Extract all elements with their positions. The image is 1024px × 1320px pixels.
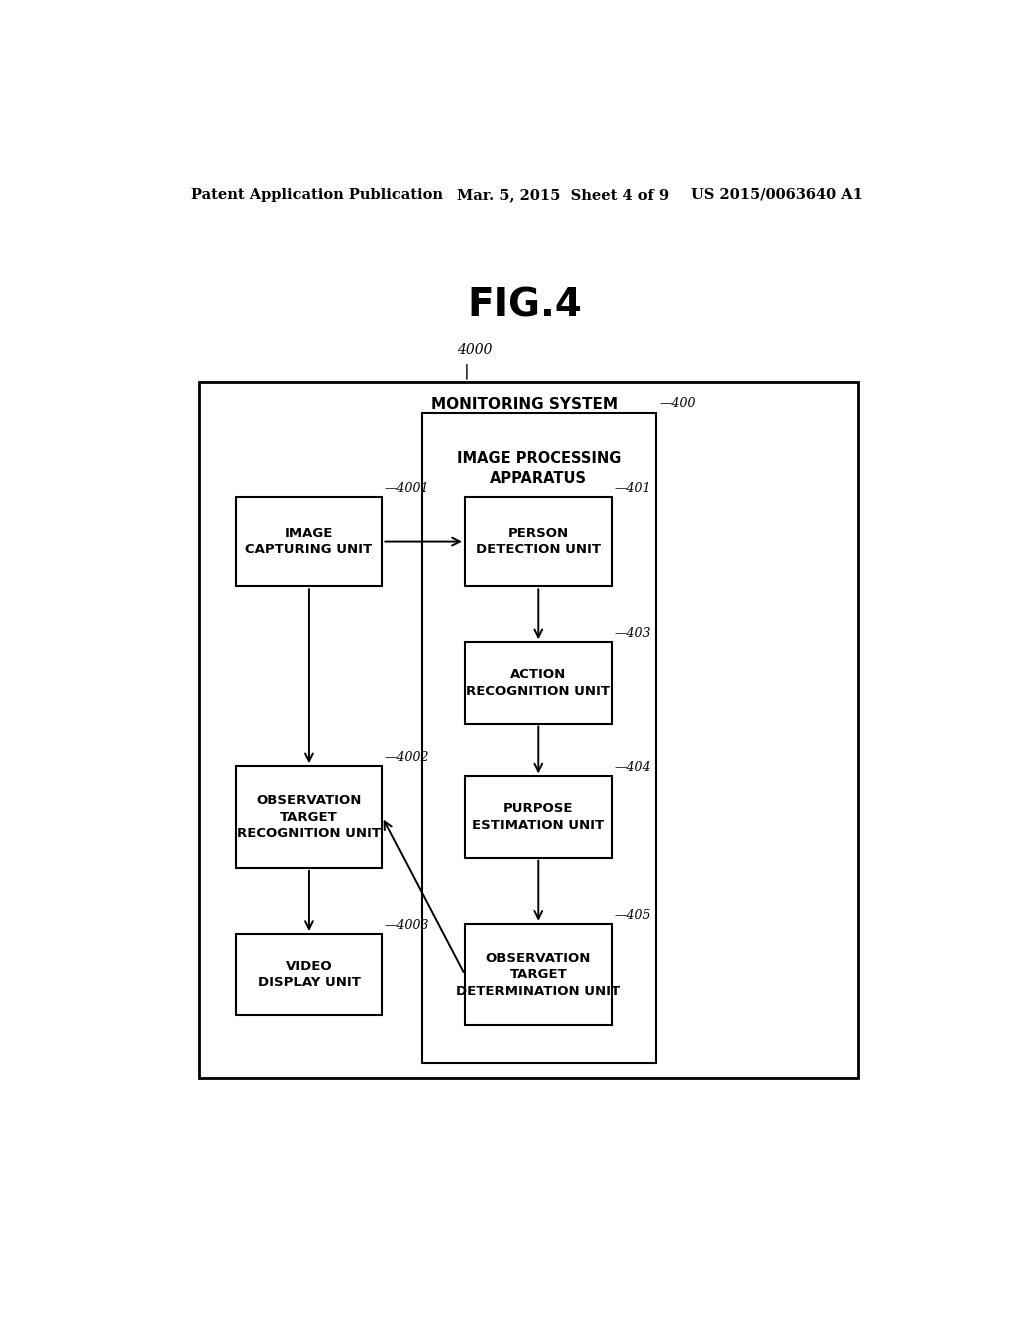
Text: 4000: 4000 bbox=[458, 343, 493, 356]
FancyBboxPatch shape bbox=[422, 412, 655, 1063]
Text: OBSERVATION
TARGET
DETERMINATION UNIT: OBSERVATION TARGET DETERMINATION UNIT bbox=[457, 952, 621, 998]
Text: —401: —401 bbox=[614, 482, 650, 495]
Text: —4002: —4002 bbox=[385, 751, 429, 764]
Text: Patent Application Publication: Patent Application Publication bbox=[191, 187, 443, 202]
Text: MONITORING SYSTEM: MONITORING SYSTEM bbox=[431, 397, 618, 412]
Text: ACTION
RECOGNITION UNIT: ACTION RECOGNITION UNIT bbox=[466, 668, 610, 697]
Text: IMAGE
CAPTURING UNIT: IMAGE CAPTURING UNIT bbox=[246, 527, 373, 556]
FancyBboxPatch shape bbox=[236, 766, 382, 867]
Text: PURPOSE
ESTIMATION UNIT: PURPOSE ESTIMATION UNIT bbox=[472, 803, 604, 832]
Text: IMAGE PROCESSING
APPARATUS: IMAGE PROCESSING APPARATUS bbox=[457, 451, 621, 486]
FancyBboxPatch shape bbox=[236, 496, 382, 586]
Text: FIG.4: FIG.4 bbox=[467, 286, 583, 325]
FancyBboxPatch shape bbox=[465, 496, 611, 586]
FancyBboxPatch shape bbox=[236, 935, 382, 1015]
Text: —405: —405 bbox=[614, 908, 650, 921]
Text: —4003: —4003 bbox=[385, 919, 429, 932]
Text: Mar. 5, 2015  Sheet 4 of 9: Mar. 5, 2015 Sheet 4 of 9 bbox=[458, 187, 670, 202]
Text: —4001: —4001 bbox=[385, 482, 429, 495]
Text: US 2015/0063640 A1: US 2015/0063640 A1 bbox=[691, 187, 863, 202]
Text: —403: —403 bbox=[614, 627, 650, 640]
FancyBboxPatch shape bbox=[200, 381, 858, 1078]
Text: OBSERVATION
TARGET
RECOGNITION UNIT: OBSERVATION TARGET RECOGNITION UNIT bbox=[237, 795, 381, 840]
Text: PERSON
DETECTION UNIT: PERSON DETECTION UNIT bbox=[476, 527, 601, 556]
Text: —404: —404 bbox=[614, 762, 650, 775]
Text: —400: —400 bbox=[659, 397, 696, 411]
FancyBboxPatch shape bbox=[465, 643, 611, 723]
Text: VIDEO
DISPLAY UNIT: VIDEO DISPLAY UNIT bbox=[257, 960, 360, 989]
FancyBboxPatch shape bbox=[465, 924, 611, 1026]
FancyBboxPatch shape bbox=[465, 776, 611, 858]
